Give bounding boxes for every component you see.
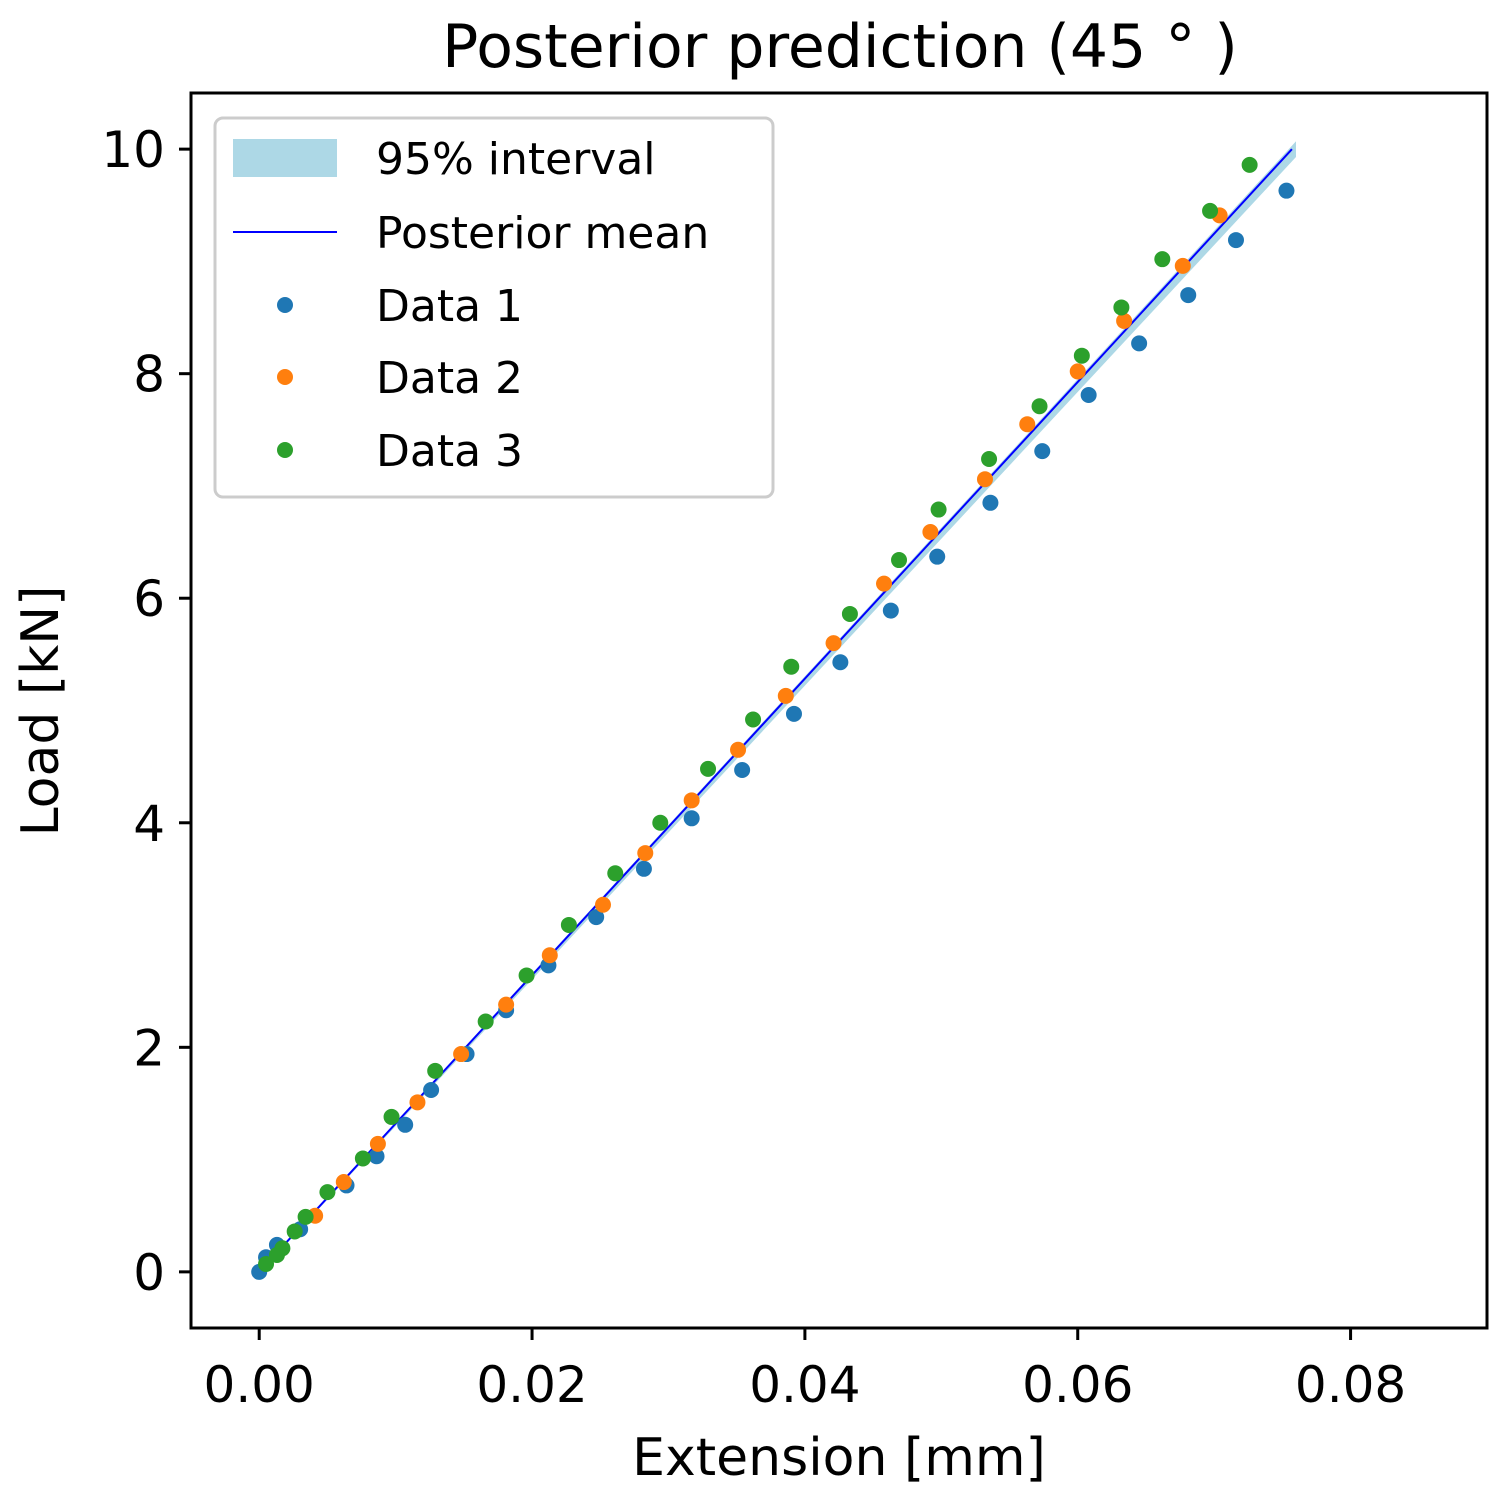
y-tick-label: 0 [133,1244,165,1302]
data-point-series-2 [1069,363,1086,380]
data-point-series-3 [981,451,998,468]
data-point-series-2 [730,741,747,758]
data-point-series-2 [777,687,794,704]
data-point-series-2 [683,792,700,809]
data-point-series-3 [258,1256,275,1273]
legend-label: Data 1 [376,281,523,332]
data-point-series-3 [1241,156,1258,173]
data-point-series-3 [518,967,535,984]
data-point-series-3 [607,865,624,882]
x-tick-label: 0.02 [476,1356,587,1414]
data-point-series-1 [832,654,849,671]
data-point-series-3 [1202,202,1219,219]
data-point-series-1 [982,494,999,511]
data-point-series-1 [1034,443,1051,460]
data-point-series-3 [1113,299,1130,316]
data-point-series-2 [369,1135,386,1152]
data-point-series-1 [882,602,899,619]
data-point-series-3 [477,1013,494,1030]
data-point-series-3 [891,552,908,569]
x-tick-label: 0.06 [1022,1356,1133,1414]
data-point-series-3 [783,658,800,675]
data-point-series-2 [498,996,515,1013]
chart-title: Posterior prediction (45 ° ) [442,12,1238,82]
data-point-series-1 [683,810,700,827]
data-point-series-2 [976,471,993,488]
data-point-series-2 [594,896,611,913]
data-point-series-3 [930,501,947,518]
data-point-series-2 [335,1174,352,1191]
y-tick-label: 8 [133,346,165,404]
axes-frame [189,91,1489,1330]
legend-marker [277,442,293,458]
axis-ticks: 0.00 0.02 0.04 0.06 0.08 0 2 4 6 8 10 [101,121,1406,1414]
data-point-series-1 [1278,182,1295,199]
y-tick-label: 4 [133,795,165,853]
data-point-series-1 [635,860,652,877]
data-point-series-2 [825,635,842,652]
x-tick-label: 0.04 [749,1356,860,1414]
data-point-series-2 [453,1046,470,1063]
data-point-series-2 [409,1094,426,1111]
data-point-series-2 [1174,257,1191,274]
legend-box [213,116,775,499]
y-axis-label: Load [kN] [11,586,71,837]
data-point-series-3 [1073,347,1090,364]
legend-label: Data 2 [376,353,523,404]
data-point-series-2 [1019,416,1036,433]
legend: 95% interval Posterior mean Data 1 Data 2 Da… [213,116,775,499]
data-point-series-2 [541,947,558,964]
data-point-series-2 [1116,312,1133,329]
legend-swatch-interval [233,139,337,177]
data-point-series-1 [1180,287,1197,304]
data-point-series-2 [876,575,893,592]
data-point-series-1 [368,1148,385,1165]
data-point-series-3 [1154,251,1171,268]
data-point-series-2 [637,845,654,862]
legend-label: 95% interval [376,134,656,185]
x-tick-label: 0.00 [204,1356,315,1414]
y-tick-label: 10 [101,121,165,179]
data-point-series-3 [297,1208,314,1225]
data-point-series-3 [427,1062,444,1079]
data-point-series-3 [700,760,717,777]
data-point-series-1 [1131,335,1148,352]
data-point-series-1 [929,548,946,565]
data-point-series-3 [1031,398,1048,415]
legend-marker [277,297,293,313]
data-point-series-1 [1080,387,1097,404]
data-point-series-3 [841,605,858,622]
data-point-series-3 [745,711,762,728]
data-point-series-3 [560,916,577,933]
y-tick-label: 2 [133,1019,165,1077]
data-point-series-1 [423,1081,440,1098]
data-point-series-3 [319,1184,336,1201]
x-tick-label: 0.08 [1295,1356,1406,1414]
data-point-series-1 [785,705,802,722]
data-point-series-3 [274,1240,291,1257]
data-point-series-3 [354,1150,371,1167]
data-point-series-1 [588,909,605,926]
plot-area [251,141,1297,1280]
x-axis-label: Extension [mm] [632,1428,1046,1488]
data-point-series-3 [286,1223,303,1240]
legend-marker [277,369,293,385]
legend-label: Posterior mean [376,208,709,259]
data-point-series-3 [652,814,669,831]
data-point-series-3 [383,1108,400,1125]
data-point-series-1 [397,1116,414,1133]
data-point-series-1 [1227,232,1244,249]
legend-label: Data 3 [376,426,523,477]
data-point-series-1 [734,762,751,779]
data-point-series-2 [922,523,939,540]
y-tick-label: 6 [133,570,165,628]
